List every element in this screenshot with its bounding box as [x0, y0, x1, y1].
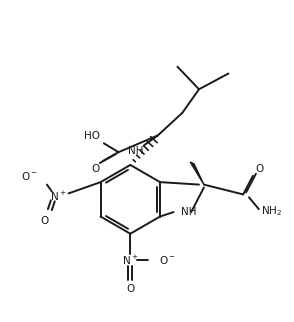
Text: O$^-$: O$^-$ [21, 170, 38, 182]
Text: NH: NH [128, 146, 144, 156]
Text: O: O [41, 216, 49, 226]
Polygon shape [190, 162, 204, 185]
Text: N$^+$: N$^+$ [122, 254, 139, 267]
Text: O: O [256, 164, 264, 174]
Text: N$^+$: N$^+$ [50, 190, 67, 203]
Text: O: O [126, 284, 134, 294]
Text: O$^-$: O$^-$ [159, 254, 176, 266]
Text: NH$_2$: NH$_2$ [261, 204, 282, 218]
Text: O: O [92, 164, 100, 174]
Text: NH: NH [181, 207, 197, 217]
Text: HO: HO [84, 131, 100, 141]
